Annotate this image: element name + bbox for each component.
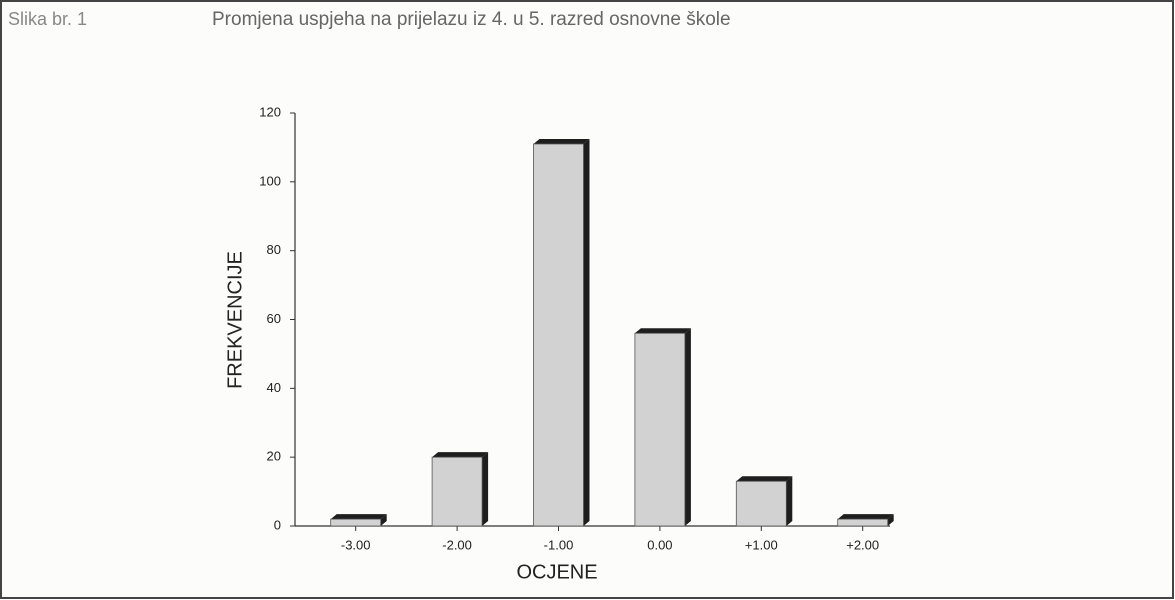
bar-side [887, 514, 894, 526]
bar-side [786, 476, 793, 526]
bar-side [380, 514, 387, 526]
bar [735, 480, 787, 527]
bar [634, 332, 686, 527]
y-tick-label: 80 [267, 242, 281, 257]
y-tick-label: 40 [267, 380, 281, 395]
bar-top [330, 514, 387, 520]
x-tick-label: +1.00 [745, 537, 778, 552]
x-tick-label: 0.00 [647, 537, 672, 552]
bar [533, 143, 584, 527]
y-axis-label: FREKVENCIJE [224, 251, 246, 389]
x-tick-label: +2.00 [846, 537, 879, 552]
y-tick-label: 120 [259, 104, 281, 119]
bar [837, 518, 889, 527]
x-tick-label: -1.00 [544, 537, 574, 552]
bar-top [736, 476, 793, 482]
bar [431, 456, 483, 527]
y-tick-label: 20 [267, 449, 281, 464]
bar-side [482, 452, 489, 526]
figure-label: Slika br. 1 [8, 9, 87, 29]
x-tick-label: -3.00 [341, 537, 371, 552]
y-tick-label: 0 [274, 517, 281, 532]
bar [330, 518, 382, 527]
bar-top [837, 514, 894, 520]
bar-top [432, 452, 489, 458]
y-tick-label: 60 [267, 311, 281, 326]
bar-top [634, 328, 691, 334]
y-tick-label: 100 [259, 173, 281, 188]
chart-title: Promjena uspjeha na prijelazu iz 4. u 5.… [212, 9, 731, 30]
bar-side [583, 138, 590, 526]
x-axis-label: OCJENE [516, 561, 597, 583]
bar-top [533, 138, 590, 144]
x-tick-label: -2.00 [442, 537, 472, 552]
bar-side [684, 328, 691, 526]
